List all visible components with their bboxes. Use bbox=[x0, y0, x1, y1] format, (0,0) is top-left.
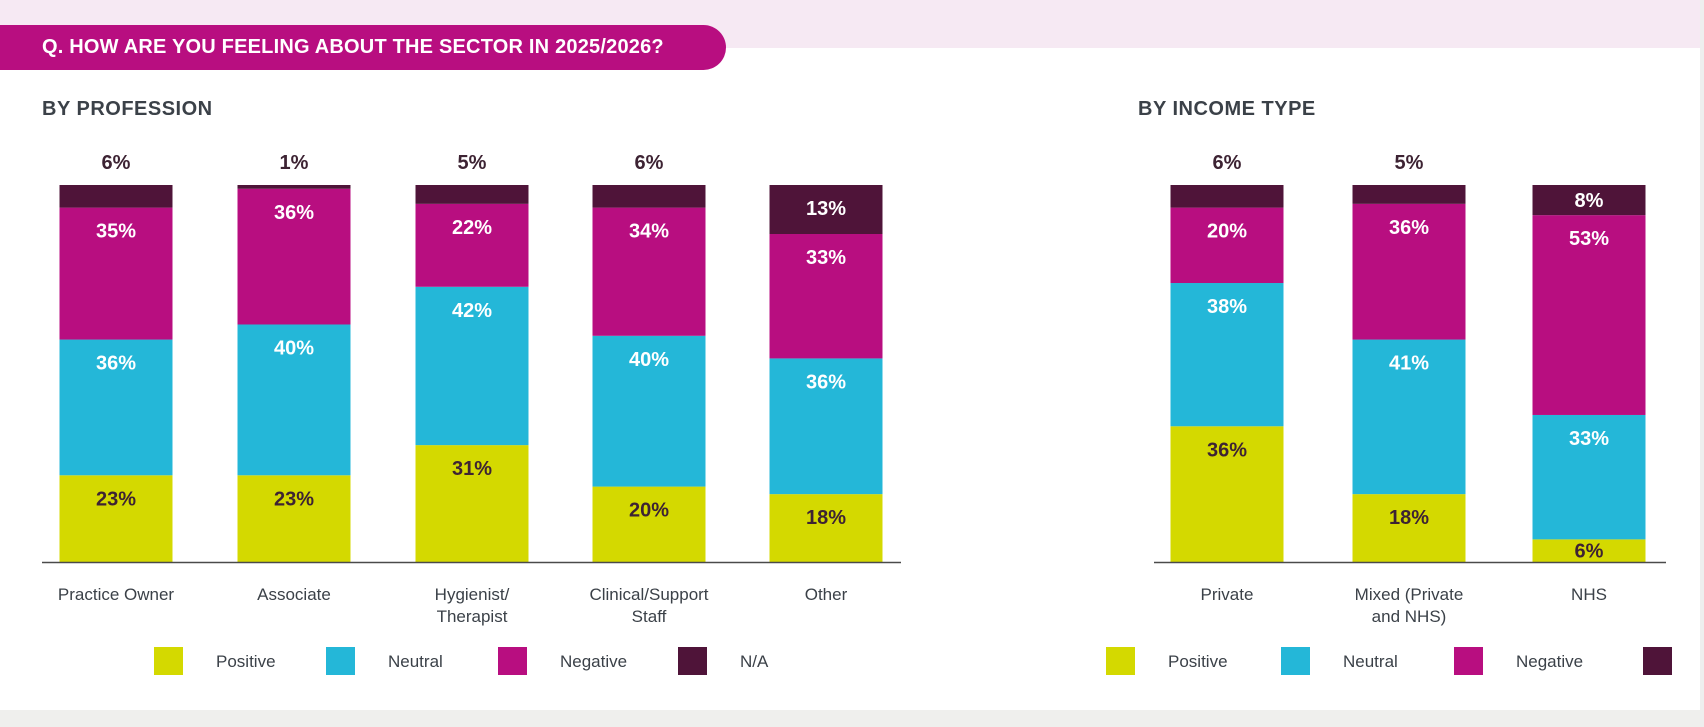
bar-neutral-c0-2 bbox=[415, 286, 529, 446]
legend-label-negative-c0: Negative bbox=[560, 652, 627, 671]
bar-na-c1-2 bbox=[1532, 185, 1646, 216]
bar-neutral-c0-3 bbox=[592, 335, 706, 487]
data-label-neutral-c0-4: 36% bbox=[806, 371, 846, 393]
bar-positive-c1-1 bbox=[1352, 494, 1466, 562]
legend-label-na-c0: N/A bbox=[740, 652, 769, 671]
category-label-c0-2: Hygienist/ bbox=[435, 585, 510, 604]
data-label-negative-c1-1: 36% bbox=[1389, 217, 1429, 239]
bar-negative-c1-1 bbox=[1352, 203, 1466, 340]
data-label-na-c0-3: 6% bbox=[635, 152, 664, 174]
category-label-c0-2: Therapist bbox=[437, 607, 508, 626]
legend-swatch-negative-c0 bbox=[498, 647, 527, 675]
legend-label-neutral-c1: Neutral bbox=[1343, 652, 1398, 671]
legend-label-positive-c0: Positive bbox=[216, 652, 276, 671]
data-label-neutral-c1-0: 38% bbox=[1207, 296, 1247, 318]
data-label-negative-c0-1: 36% bbox=[274, 202, 314, 224]
category-label-c1-0: Private bbox=[1201, 585, 1254, 604]
bar-positive-c0-4 bbox=[769, 494, 883, 562]
bar-neutral-c1-1 bbox=[1352, 339, 1466, 495]
bar-na-c0-1 bbox=[237, 185, 351, 189]
bar-neutral-c0-4 bbox=[769, 358, 883, 495]
data-label-positive-c1-1: 18% bbox=[1389, 507, 1429, 529]
legend-swatch-neutral-c1 bbox=[1281, 647, 1310, 675]
category-label-c0-1: Associate bbox=[257, 585, 331, 604]
question-banner: Q. HOW ARE YOU FEELING ABOUT THE SECTOR … bbox=[0, 25, 726, 70]
bar-negative-c0-4 bbox=[769, 234, 883, 359]
chart-title-income-type: BY INCOME TYPE bbox=[1138, 98, 1316, 120]
bar-na-c1-0 bbox=[1170, 185, 1284, 208]
bar-negative-c1-0 bbox=[1170, 207, 1284, 284]
data-label-neutral-c1-1: 41% bbox=[1389, 353, 1429, 375]
data-label-neutral-c1-2: 33% bbox=[1569, 428, 1609, 450]
legend-label-negative-c1: Negative bbox=[1516, 652, 1583, 671]
bar-positive-c0-2 bbox=[415, 445, 529, 562]
bar-negative-c0-1 bbox=[237, 188, 351, 325]
legend-swatch-positive-c0 bbox=[154, 647, 183, 675]
legend-swatch-positive-c1 bbox=[1106, 647, 1135, 675]
footer-band bbox=[0, 710, 1704, 727]
data-label-na-c1-2: 8% bbox=[1575, 190, 1604, 212]
bar-na-c1-1 bbox=[1352, 185, 1466, 204]
category-label-c0-3: Staff bbox=[632, 607, 667, 626]
category-label-c0-4: Other bbox=[805, 585, 848, 604]
data-label-negative-c1-0: 20% bbox=[1207, 221, 1247, 243]
data-label-positive-c1-2: 6% bbox=[1575, 541, 1604, 563]
chart-title-profession: BY PROFESSION bbox=[42, 98, 213, 120]
bar-positive-c0-3 bbox=[592, 486, 706, 562]
bar-na-c0-0 bbox=[59, 185, 173, 208]
bar-neutral-c0-0 bbox=[59, 339, 173, 476]
legend-swatch-na-c0 bbox=[678, 647, 707, 675]
bar-positive-c0-0 bbox=[59, 475, 173, 562]
bar-negative-c1-2 bbox=[1532, 215, 1646, 415]
legend-swatch-na-c1 bbox=[1643, 647, 1672, 675]
category-label-c1-1: Mixed (Private bbox=[1355, 585, 1464, 604]
data-label-na-c0-0: 6% bbox=[102, 152, 131, 174]
data-label-neutral-c0-0: 36% bbox=[96, 353, 136, 375]
bar-negative-c0-3 bbox=[592, 207, 706, 336]
data-label-na-c1-1: 5% bbox=[1395, 152, 1424, 174]
data-label-neutral-c0-1: 40% bbox=[274, 337, 314, 359]
data-label-negative-c0-0: 35% bbox=[96, 221, 136, 243]
bar-na-c0-4 bbox=[769, 185, 883, 235]
data-label-negative-c0-3: 34% bbox=[629, 221, 669, 243]
bar-na-c0-3 bbox=[592, 185, 706, 208]
legend-swatch-neutral-c0 bbox=[326, 647, 355, 675]
category-label-c1-2: NHS bbox=[1571, 585, 1607, 604]
legend-swatch-negative-c1 bbox=[1454, 647, 1483, 675]
legend-label-positive-c1: Positive bbox=[1168, 652, 1228, 671]
data-label-neutral-c0-2: 42% bbox=[452, 300, 492, 322]
bar-positive-c1-2 bbox=[1532, 539, 1646, 562]
bar-negative-c0-0 bbox=[59, 207, 173, 340]
data-label-positive-c1-0: 36% bbox=[1207, 439, 1247, 461]
category-label-c0-0: Practice Owner bbox=[58, 585, 175, 604]
data-label-positive-c0-0: 23% bbox=[96, 488, 136, 510]
data-label-negative-c0-4: 33% bbox=[806, 247, 846, 269]
legend-label-neutral-c0: Neutral bbox=[388, 652, 443, 671]
bar-neutral-c1-2 bbox=[1532, 414, 1646, 540]
data-label-positive-c0-4: 18% bbox=[806, 507, 846, 529]
data-label-positive-c0-1: 23% bbox=[274, 488, 314, 510]
data-label-positive-c0-3: 20% bbox=[629, 500, 669, 522]
bar-positive-c1-0 bbox=[1170, 426, 1284, 562]
bar-neutral-c0-1 bbox=[237, 324, 351, 476]
bar-negative-c0-2 bbox=[415, 203, 529, 287]
data-label-negative-c0-2: 22% bbox=[452, 217, 492, 239]
category-label-c0-3: Clinical/Support bbox=[589, 585, 708, 604]
bar-na-c0-2 bbox=[415, 185, 529, 204]
bar-positive-c0-1 bbox=[237, 475, 351, 562]
category-label-c1-1: and NHS) bbox=[1372, 607, 1447, 626]
bar-neutral-c1-0 bbox=[1170, 283, 1284, 427]
data-label-na-c1-0: 6% bbox=[1213, 152, 1242, 174]
data-label-na-c0-4: 13% bbox=[806, 198, 846, 220]
data-label-negative-c1-2: 53% bbox=[1569, 228, 1609, 250]
data-label-na-c0-1: 1% bbox=[280, 152, 309, 174]
data-label-neutral-c0-3: 40% bbox=[629, 349, 669, 371]
data-label-na-c0-2: 5% bbox=[458, 152, 487, 174]
scrollbar-track[interactable] bbox=[1700, 0, 1704, 727]
data-label-positive-c0-2: 31% bbox=[452, 458, 492, 480]
